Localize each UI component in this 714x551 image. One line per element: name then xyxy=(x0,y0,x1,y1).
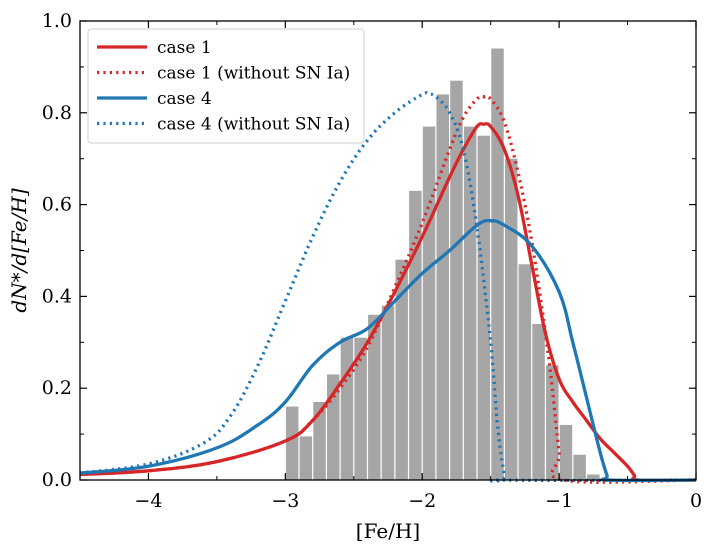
histogram-bar xyxy=(491,48,504,480)
histogram-bar xyxy=(395,259,408,480)
x-axis-label: [Fe/H] xyxy=(356,519,420,543)
y-tick-label: 0.0 xyxy=(42,469,72,491)
histogram-bar xyxy=(381,305,395,480)
legend-label-2: case 1 (without SN Ia) xyxy=(157,64,350,84)
histogram-bar xyxy=(587,474,600,480)
y-tick-label: 1.0 xyxy=(42,10,72,32)
y-tick-label: 0.6 xyxy=(42,194,72,216)
histogram-bar xyxy=(559,424,573,480)
y-tick-label: 0.8 xyxy=(42,102,72,124)
histogram-bar xyxy=(436,94,449,480)
histogram-bar xyxy=(532,323,545,480)
histogram-bar xyxy=(477,135,491,480)
y-tick-label: 0.2 xyxy=(42,377,72,399)
legend-box xyxy=(87,28,365,144)
x-tick-label: 0 xyxy=(690,490,702,512)
legend-label-4: case 4 (without SN Ia) xyxy=(157,115,350,135)
histogram-bar xyxy=(285,406,299,480)
y-axis-label: dN*/d[Fe/H] xyxy=(7,188,31,312)
y-ticks: 0.0 0.2 0.4 0.6 0.8 1.0 xyxy=(42,10,696,491)
y-tick-label: 0.4 xyxy=(42,285,72,307)
histogram-bar xyxy=(546,365,559,480)
histogram-bar xyxy=(573,454,586,480)
histogram-bar xyxy=(340,337,354,480)
x-tick-label: −3 xyxy=(271,490,299,512)
histogram-bar xyxy=(518,264,532,480)
histogram-bar xyxy=(409,190,422,480)
x-tick-label: −4 xyxy=(134,490,162,512)
legend: case 1 case 1 (without SN Ia) case 4 case 4… xyxy=(87,28,365,144)
histogram-bar xyxy=(299,436,313,480)
series-lines xyxy=(79,91,697,484)
x-tick-label: −1 xyxy=(545,490,573,512)
histogram-bar xyxy=(450,80,463,481)
histogram-bar xyxy=(504,158,518,480)
legend-label-3: case 4 xyxy=(157,89,212,109)
series-line-4 xyxy=(79,91,697,483)
histogram-bar xyxy=(368,314,381,480)
histogram-bar xyxy=(354,337,367,480)
series-line-3 xyxy=(79,218,697,483)
x-ticks: −4 −3 −2 −1 0 xyxy=(79,21,702,512)
series-line-1 xyxy=(79,122,697,483)
x-tick-label: −2 xyxy=(408,490,436,512)
series-line-2 xyxy=(79,94,697,484)
histogram-bar xyxy=(463,126,477,480)
histogram-bar xyxy=(422,126,436,480)
legend-label-1: case 1 xyxy=(157,38,212,58)
histogram-bar xyxy=(313,401,326,480)
